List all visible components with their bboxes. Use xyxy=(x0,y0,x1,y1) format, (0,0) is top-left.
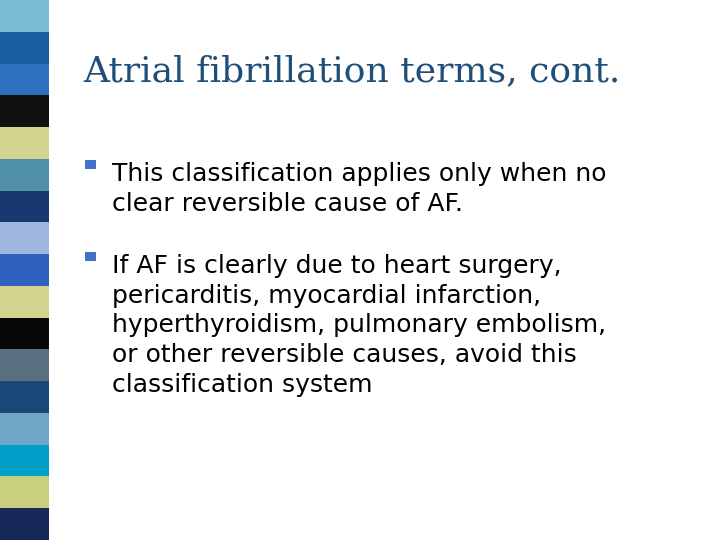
Bar xyxy=(0,413,49,445)
Bar xyxy=(0,32,49,64)
Text: If AF is clearly due to heart surgery,
pericarditis, myocardial infarction,
hype: If AF is clearly due to heart surgery, p… xyxy=(112,254,606,396)
Bar xyxy=(0,95,49,127)
Bar xyxy=(0,0,49,32)
Bar xyxy=(0,159,49,191)
Bar xyxy=(0,127,49,159)
Bar xyxy=(0,349,49,381)
Bar xyxy=(0,476,49,508)
Bar xyxy=(0,191,49,222)
Bar xyxy=(0,222,49,254)
Bar xyxy=(85,252,96,261)
Bar xyxy=(0,286,49,318)
Bar xyxy=(85,160,96,169)
Bar xyxy=(0,381,49,413)
Bar xyxy=(0,318,49,349)
Bar xyxy=(0,64,49,95)
Bar xyxy=(0,445,49,476)
Text: Atrial fibrillation terms, cont.: Atrial fibrillation terms, cont. xyxy=(83,54,620,88)
Text: This classification applies only when no
clear reversible cause of AF.: This classification applies only when no… xyxy=(112,162,606,215)
Bar xyxy=(0,508,49,540)
Bar xyxy=(0,254,49,286)
